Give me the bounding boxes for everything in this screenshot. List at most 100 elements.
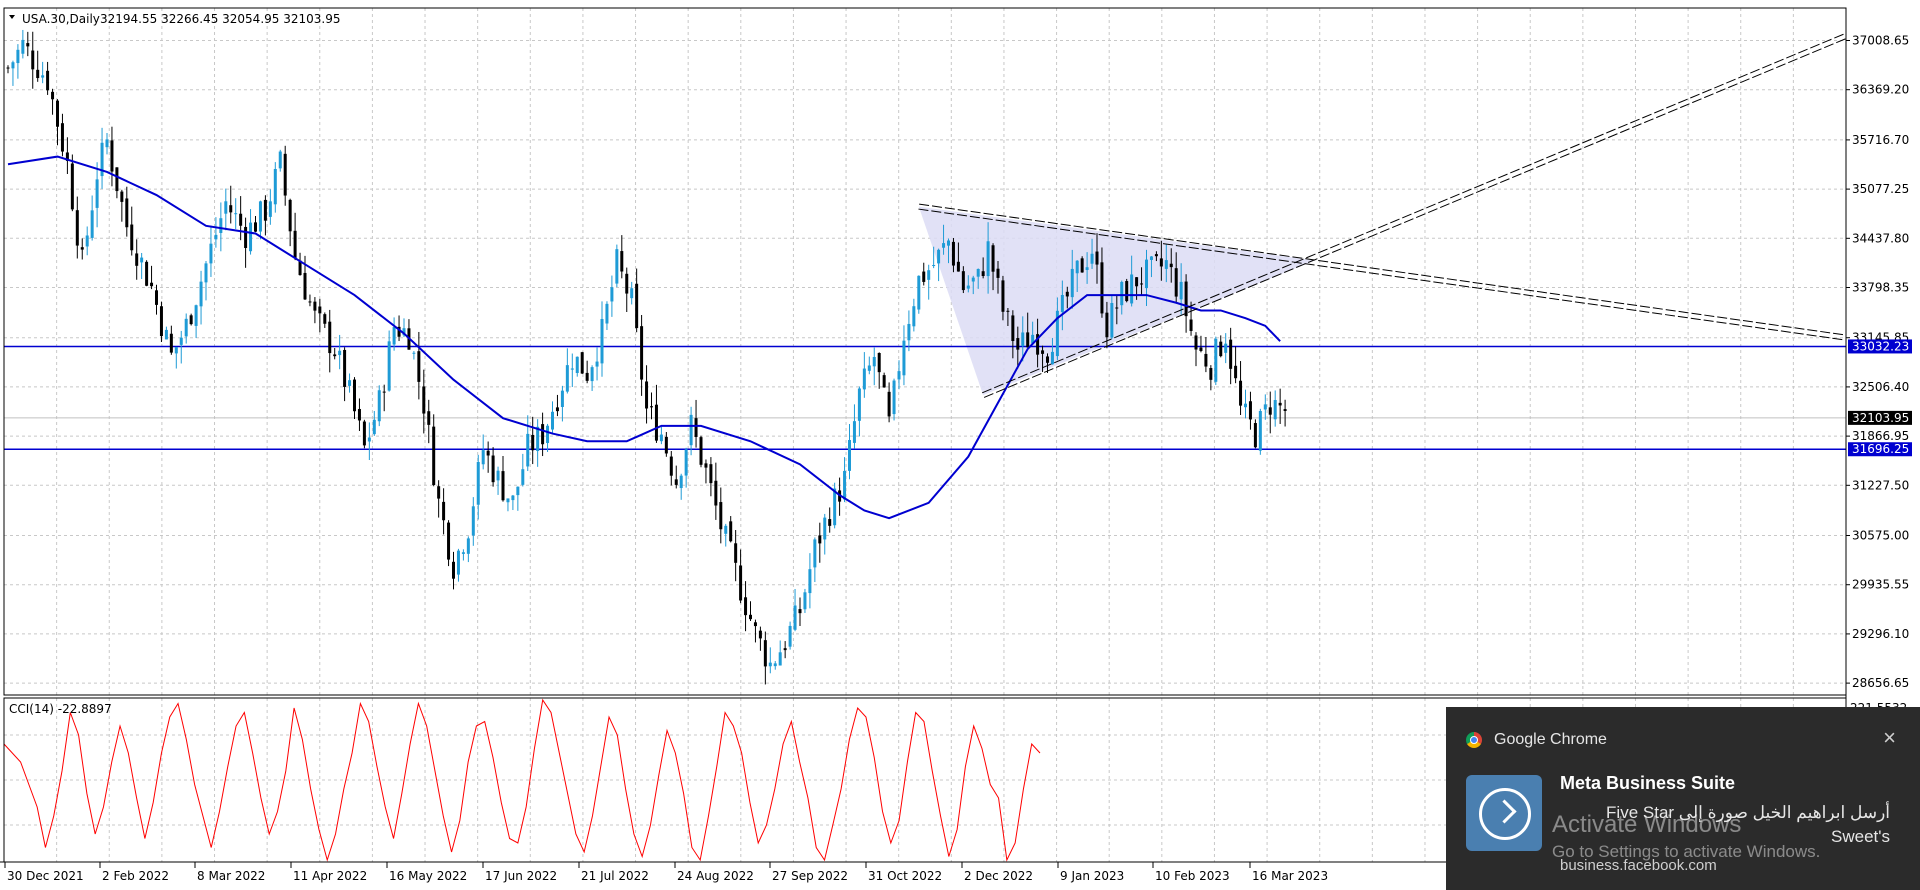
candle-body: [377, 390, 381, 422]
candle-body: [343, 349, 347, 387]
candle-body: [298, 260, 302, 276]
candle-body: [303, 272, 307, 300]
candle-body: [724, 525, 728, 534]
candle-body: [654, 404, 658, 441]
candle-body: [976, 268, 980, 277]
price-tick-label: 31866.95: [1852, 429, 1909, 443]
candle-body: [506, 498, 510, 503]
candle-body: [1283, 409, 1287, 411]
chrome-icon: [1466, 732, 1482, 748]
candle-body: [734, 543, 738, 563]
time-tick-label: 17 Jun 2022: [485, 869, 557, 883]
candle-body: [1115, 307, 1119, 309]
candle-body: [60, 123, 64, 152]
candle-body: [600, 319, 604, 364]
candle-body: [283, 153, 287, 196]
price-tag-text: 33032.23: [1852, 339, 1909, 353]
candle-body: [125, 198, 129, 228]
price-tick-label: 34437.80: [1852, 231, 1909, 245]
candle-body: [80, 247, 84, 250]
close-icon[interactable]: ×: [1883, 725, 1896, 750]
price-axis-labels: 37008.65 36369.20 35716.70 35077.25 34437.80…: [1846, 34, 1909, 690]
time-tick-label: 8 Mar 2022: [197, 869, 265, 883]
candle-body: [348, 380, 352, 386]
candle-body: [65, 152, 69, 161]
candle-body: [422, 386, 426, 414]
candle-body: [150, 282, 154, 287]
candle-body: [788, 625, 792, 647]
candle-body: [1090, 253, 1094, 264]
candle-body: [1046, 356, 1049, 363]
candle-body: [36, 69, 40, 79]
candle-body: [1085, 267, 1089, 270]
candle-body: [417, 351, 421, 382]
candle-body: [437, 486, 441, 499]
candle-body: [1130, 274, 1134, 304]
candle-body: [214, 234, 218, 240]
candle-body: [1135, 277, 1139, 287]
candle-body: [679, 475, 683, 489]
candle-body: [313, 301, 317, 311]
candle-body: [318, 306, 322, 314]
candle-body: [521, 469, 525, 485]
candle-body: [427, 411, 431, 425]
candle-body: [219, 218, 223, 233]
candle-body: [278, 151, 282, 169]
candle-body: [1016, 338, 1020, 350]
candle-body: [1159, 258, 1163, 267]
time-tick-label: 24 Aug 2022: [677, 869, 754, 883]
candle-body: [610, 287, 614, 302]
candle-body: [664, 436, 668, 454]
candle-body: [927, 270, 931, 280]
candle-body: [560, 390, 564, 407]
candle-body: [966, 285, 970, 289]
candle-body: [516, 486, 520, 496]
notification-toast[interactable]: Google Chrome × Meta Business Suite أرسل…: [1446, 707, 1920, 890]
current-price-text: 32103.95: [1852, 411, 1909, 425]
candle-body: [31, 50, 35, 70]
candle-body: [659, 434, 663, 442]
candle-body: [813, 539, 817, 568]
candle-body: [1278, 402, 1282, 406]
candle-body: [565, 365, 569, 392]
candle-body: [293, 230, 297, 259]
candle-body: [996, 268, 1000, 278]
candle-body: [541, 424, 545, 445]
candle-body: [709, 464, 713, 484]
candle-body: [1169, 263, 1173, 268]
candle-body: [739, 565, 743, 601]
candle-body: [912, 306, 916, 327]
candle-body: [159, 306, 163, 337]
price-tags: 33032.23 31696.25 32103.95: [1848, 339, 1912, 457]
price-tick-label: 30575.00: [1852, 529, 1909, 543]
time-tick-label: 11 Apr 2022: [293, 869, 367, 883]
candle-body: [26, 43, 30, 47]
candle-body: [793, 605, 797, 630]
candle-body: [1174, 268, 1178, 297]
candle-body: [174, 347, 178, 354]
candle-body: [1248, 401, 1252, 420]
candle-body: [1204, 353, 1208, 367]
candle-body: [783, 648, 787, 651]
candle-body: [753, 622, 757, 627]
candle-body: [1194, 335, 1198, 350]
candle-body: [234, 213, 238, 215]
candle-body: [90, 210, 94, 238]
candle-body: [392, 327, 396, 345]
price-tick-label: 31227.50: [1852, 478, 1909, 492]
candle-body: [511, 495, 515, 501]
candles: [6, 29, 1287, 685]
candle-body: [85, 235, 89, 247]
candle-body: [1234, 365, 1238, 379]
candle-body: [6, 67, 10, 69]
current-price-box: [1848, 410, 1912, 425]
candle-body: [991, 245, 995, 272]
price-tick-label: 36369.20: [1852, 83, 1909, 97]
candle-body: [942, 243, 946, 248]
candle-body: [268, 201, 272, 217]
candle-body: [645, 381, 649, 409]
candle-body: [466, 538, 470, 554]
candle-body: [1140, 283, 1144, 285]
candle-body: [447, 522, 451, 560]
